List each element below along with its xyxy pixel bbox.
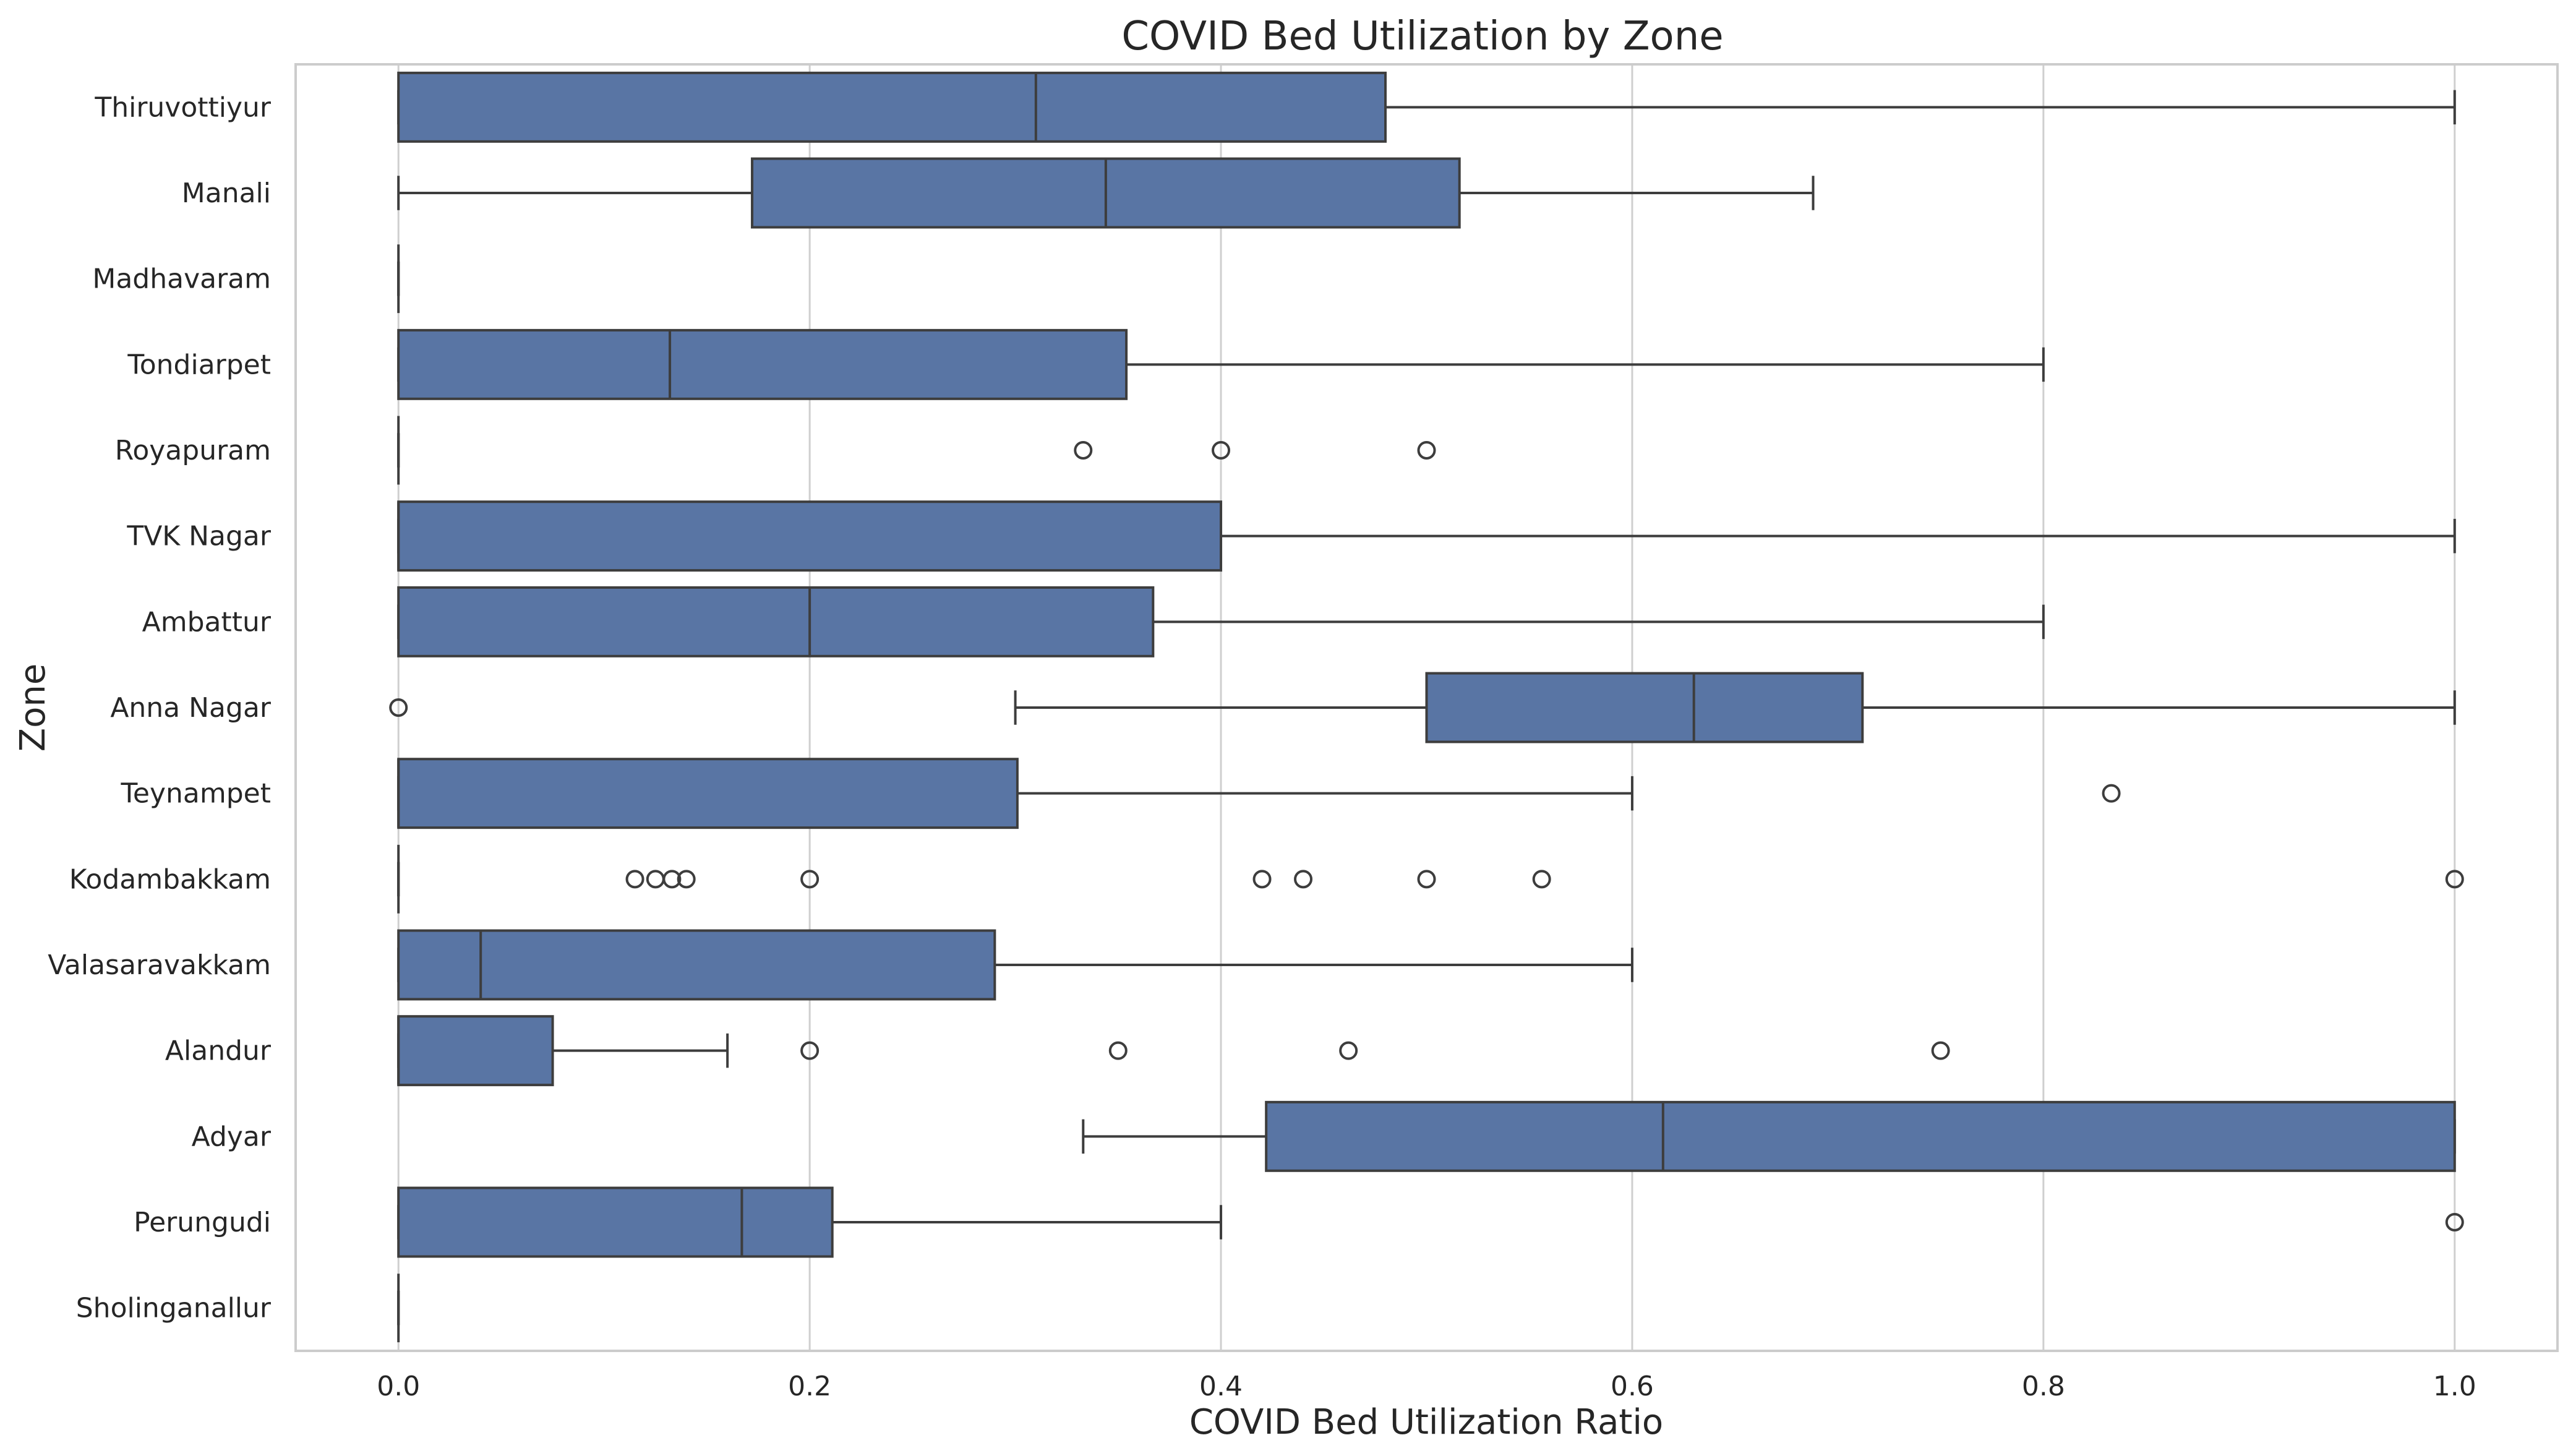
outlier-point [1252,870,1272,889]
y-category-label: Kodambakkam [69,863,271,895]
iqr-box [1265,1100,2456,1172]
zone-box-adyar [1082,1100,2456,1172]
x-tick-label: 1.0 [2433,1371,2476,1402]
x-tick-label: 0.4 [1199,1371,1243,1402]
x-tick-label: 0.8 [2022,1371,2065,1402]
zone-box-alandur [397,1015,1950,1087]
iqr-box [397,758,1019,829]
x-tick-label: 0.6 [1611,1371,1654,1402]
zone-box-ambattur [397,586,2045,657]
y-category-label: Tondiarpet [127,349,271,380]
iqr-box [1425,672,1864,743]
outlier-point [2102,784,2121,803]
outlier-point [625,870,644,889]
outlier-point [1108,1041,1128,1060]
outlier-point [1294,870,1313,889]
iqr-box [397,1015,554,1087]
iqr-box [397,328,1128,400]
zone-box-thiruvottiyur [397,71,2456,143]
y-category-label: Alandur [165,1035,272,1067]
plot-frame [294,63,2559,1352]
zone-box-perungudi [397,1186,2464,1258]
zone-box-tvk-nagar [397,500,2456,572]
x-tick-label: 0.0 [377,1371,420,1402]
zone-box-valasaravakkam [397,929,1633,1001]
outlier-point [800,1041,820,1060]
outlier-point [1339,1041,1358,1060]
outlier-point [800,870,820,889]
y-category-label: Adyar [192,1121,272,1152]
outlier-point [1931,1041,1950,1060]
outlier-point [662,870,682,889]
y-category-label: Manali [182,178,271,209]
iqr-box [397,929,996,1001]
zone-box-teynampet [397,758,2121,829]
outlier-point [1212,441,1231,460]
x-axis-label: COVID Bed Utilization Ratio [1189,1402,1663,1442]
y-category-label: Thiruvottiyur [94,92,272,123]
y-category-label: TVK Nagar [126,521,272,552]
y-category-label: Sholinganallur [76,1293,272,1324]
iqr-box [397,1186,834,1258]
x-axis-ticks: 0.0 0.2 0.4 0.6 0.8 1.0 [377,1371,2476,1402]
zone-box-tondiarpet [397,328,2045,400]
box-series [389,71,2464,1343]
x-tick-label: 0.2 [788,1371,831,1402]
zone-box-kodambakkam [397,844,2464,914]
chart-title: COVID Bed Utilization by Zone [1121,14,1723,59]
iqr-box [397,71,1387,143]
y-axis-label: Zone [13,664,53,752]
y-category-label: Madhavaram [92,263,271,295]
y-axis-categories: Thiruvottiyur Manali Madhavaram Tondiarpet R… [48,92,272,1324]
iqr-box [397,586,1155,657]
outlier-point [677,870,696,889]
outlier-point [2445,870,2464,889]
y-category-label: Valasaravakkam [48,949,271,981]
y-category-label: Royapuram [115,435,271,466]
y-category-label: Perungudi [134,1207,271,1238]
y-category-label: Ambattur [142,606,272,638]
outlier-point [2445,1213,2464,1231]
outlier-point [1417,870,1436,889]
zone-box-anna-nagar [389,672,2456,743]
zone-box-royapuram [397,416,1436,485]
iqr-box [397,500,1223,572]
outlier-point [646,870,665,889]
outlier-point [1074,441,1093,460]
outlier-point [1532,870,1551,889]
zone-box-manali [397,157,1815,229]
outlier-point [389,698,408,717]
y-category-label: Teynampet [121,778,271,810]
y-category-label: Anna Nagar [110,692,272,724]
outlier-point [1417,441,1436,460]
